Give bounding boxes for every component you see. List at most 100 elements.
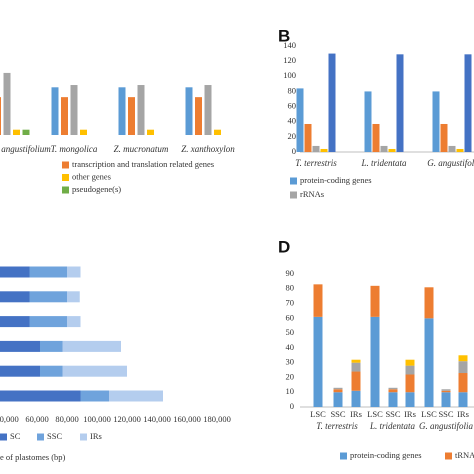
legend-swatch [0,433,7,441]
bar-segment [67,266,81,278]
legend-swatch [290,177,297,185]
bar [137,85,145,135]
panel-label: B [278,26,290,45]
bar-segment [405,365,415,375]
bar-segment [441,390,451,393]
x-tick-label: T. terrestris [295,158,337,168]
bar [304,123,312,152]
bar-segment [388,392,398,407]
bar-segment [40,365,63,377]
bar-segment [370,316,380,407]
bar-segment [0,266,30,278]
group-label: L. tridentata [369,421,416,431]
x-tick-label: 80,000 [55,414,78,424]
bar-segment [333,392,343,407]
y-tick-label: 10 [286,386,295,396]
bar [3,72,11,135]
bar-segment [67,291,80,303]
bar-segment [388,389,398,393]
x-tick-label: LSC [367,409,383,419]
bar-segment [458,361,468,374]
bar-segment [0,390,81,402]
bar-segment [370,285,380,317]
legend-swatch [340,452,347,460]
bar [0,97,1,135]
x-axis-label: e of plastomes (bp) [0,452,66,462]
y-tick-label: 20 [288,131,297,141]
x-tick-label: T. mongolica [51,144,98,154]
legend-swatch [290,191,297,199]
bar-segment [351,359,361,363]
legend-label: IRs [90,431,102,441]
bar [456,148,464,152]
x-tick-label: 100,000 [83,414,111,424]
legend-label: protein-coding genes [300,175,372,185]
bar-segment [0,340,40,352]
legend-label: SSC [47,431,62,441]
y-tick-label: 20 [286,371,295,381]
bar [51,87,59,135]
bar [13,129,20,135]
x-tick-label: Z. xanthoxylon [181,144,235,154]
bar-segment [29,291,67,303]
bar-segment [29,316,67,328]
bar-segment [351,362,361,372]
bar-segment [405,392,415,407]
x-tick-label: 180,000 [203,414,231,424]
legend-swatch [37,433,44,441]
y-tick-label: 40 [288,116,297,126]
bar [312,145,320,152]
y-tick-label: 90 [286,268,295,278]
legend-label: SC [10,431,21,441]
x-tick-label: SSC [330,409,345,419]
y-tick-label: 60 [288,101,297,111]
bar-segment [441,392,451,407]
legend-swatch [62,174,69,181]
bar [147,129,154,135]
y-tick-label: 0 [292,146,296,156]
bar-segment [109,390,163,402]
legend-swatch [62,161,69,169]
x-tick-label: 140,000 [143,414,171,424]
legend-label: rRNAs [300,189,324,199]
legend-swatch [80,433,87,441]
x-tick-label: LSC [310,409,326,419]
legend-label: pseudogene(s) [72,184,121,194]
y-tick-label: 80 [288,85,297,95]
y-tick-label: 70 [286,298,295,308]
x-tick-label: SSC [438,409,453,419]
legend-label: protein-coding genes [350,450,422,460]
bar-segment [313,284,323,317]
bar [396,54,404,153]
bar [380,145,388,152]
bar [195,97,202,135]
bar-segment [351,371,361,391]
bar-segment [441,389,451,391]
x-tick-label: IRs [457,409,469,419]
bar [22,129,30,135]
legend-swatch [445,452,452,460]
bar [214,129,221,135]
legend-swatch [62,186,69,194]
bar-segment [80,390,109,402]
bar [118,87,126,135]
bar-segment [388,387,398,390]
legend-label: tRNA [455,450,474,460]
bar [432,91,440,152]
x-tick-label: L. tridentata [360,158,407,168]
bar-segment [67,316,81,328]
y-tick-label: 0 [290,401,294,411]
bar-segment [62,365,127,377]
bar [328,53,336,153]
bar-segment [0,291,30,303]
bar-segment [40,340,63,352]
bar [388,148,396,152]
x-tick-label: IRs [404,409,416,419]
y-tick-label: 100 [283,70,296,80]
bar-segment [405,359,415,366]
bar-segment [424,318,434,407]
bar [204,85,212,135]
x-tick-label: 120,000 [113,414,141,424]
bar [185,87,193,135]
bar-segment [351,390,361,407]
